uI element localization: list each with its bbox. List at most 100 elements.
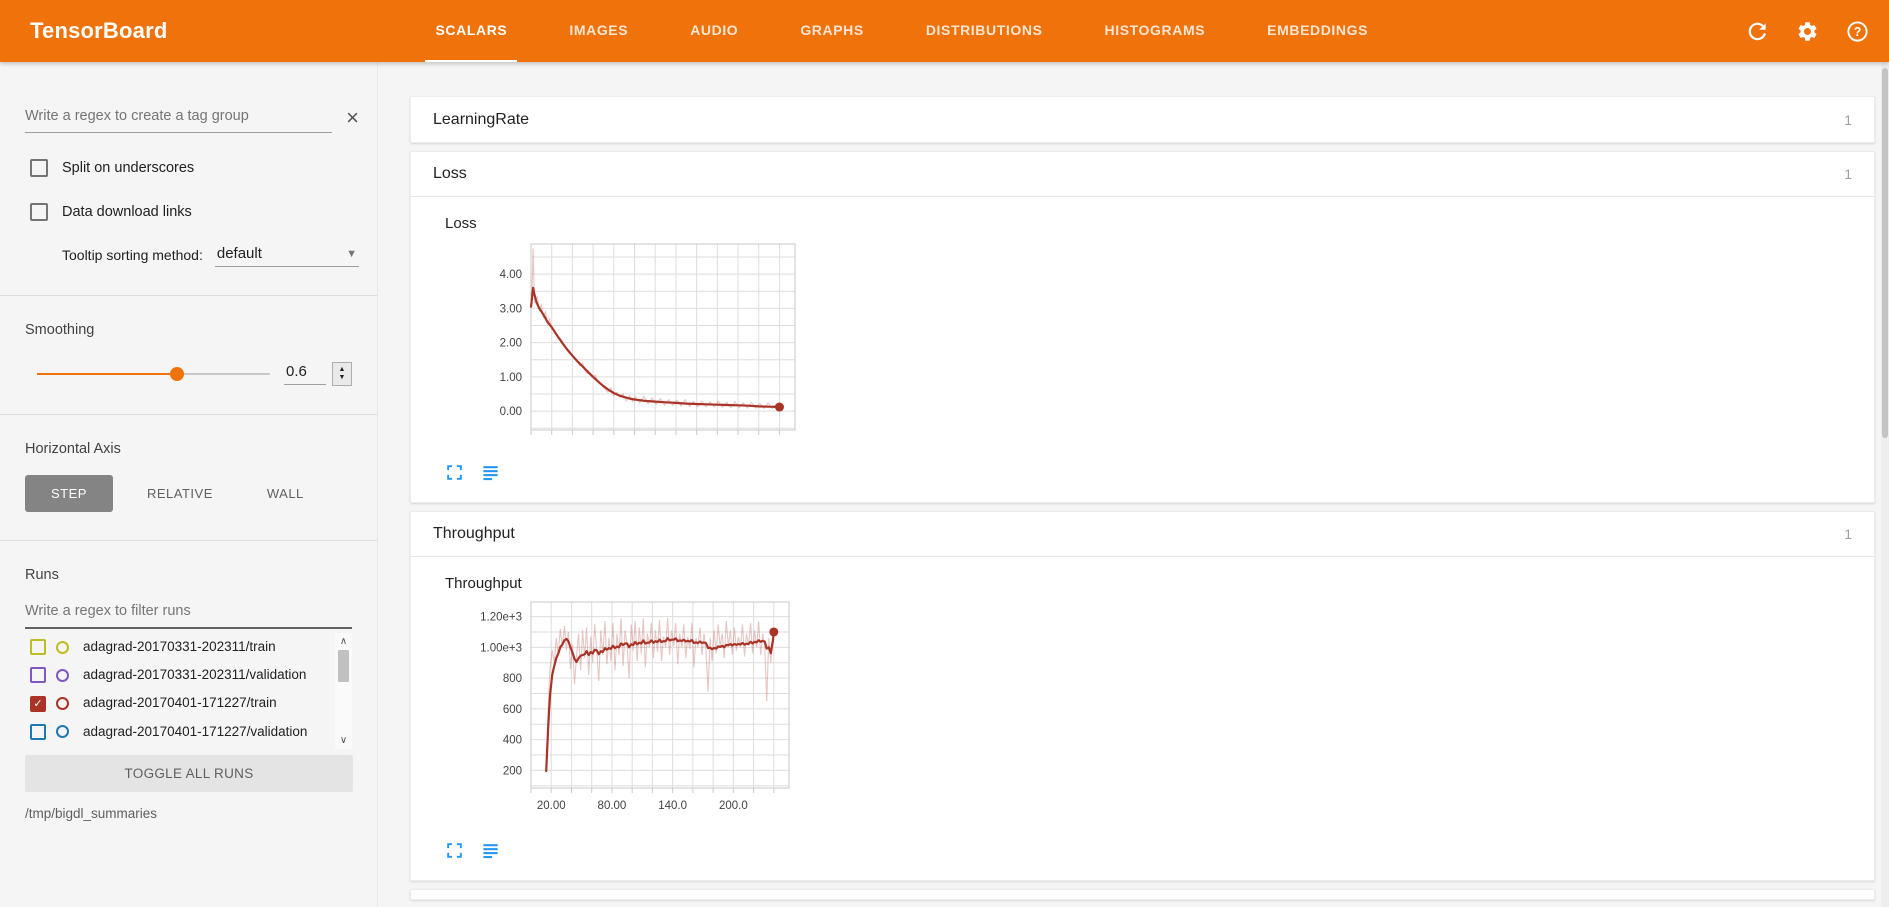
run-color-swatch[interactable] (56, 640, 69, 654)
scroll-down-icon[interactable]: ∨ (339, 735, 348, 746)
run-color-swatch[interactable] (56, 668, 69, 682)
logdir-path: /tmp/bigdl_summaries (25, 806, 158, 821)
scrollbar-thumb[interactable] (1882, 68, 1888, 438)
tab-embeddings[interactable]: EMBEDDINGS (1267, 22, 1369, 38)
svg-text:4.00: 4.00 (500, 269, 522, 281)
subject-icon[interactable] (481, 841, 500, 860)
smoothing-value[interactable]: 0.6 (284, 363, 326, 385)
svg-text:0.00: 0.00 (500, 406, 522, 418)
runs-label: Runs (25, 567, 59, 583)
tab-audio[interactable]: AUDIO (690, 22, 739, 38)
chevron-down-icon: ▼ (346, 247, 357, 260)
run-label: adagrad-20170331-202311/train (83, 639, 276, 654)
slider-fill (37, 373, 177, 375)
section-header-learningrate[interactable]: LearningRate 1 (411, 97, 1874, 142)
tooltip-sort-label: Tooltip sorting method: (62, 247, 203, 263)
loss-chart[interactable]: 0.00 1.00 2.00 3.00 4.00 (445, 236, 817, 444)
refresh-icon[interactable] (1746, 20, 1769, 43)
tab-distributions[interactable]: DISTRIBUTIONS (925, 22, 1043, 38)
axis-step-button[interactable]: STEP (25, 475, 113, 512)
run-checkbox-checked[interactable]: ✓ (30, 695, 46, 712)
sidebar: × Split on underscores Data download lin… (0, 62, 378, 907)
tab-scalars[interactable]: SCALARS (425, 0, 518, 62)
checkbox-label: Data download links (62, 204, 192, 220)
section-header-throughput[interactable]: Throughput 1 (411, 512, 1874, 557)
section-header-loss[interactable]: Loss 1 (411, 152, 1874, 197)
checkbox-label: Split on underscores (62, 160, 195, 176)
smoothing-slider[interactable] (37, 367, 270, 381)
run-row[interactable]: adagrad-20170331-202311/validation (25, 661, 335, 689)
section-count: 1 (1844, 111, 1852, 128)
run-checkbox[interactable] (30, 639, 46, 656)
slider-thumb[interactable] (169, 367, 184, 381)
checkbox-icon[interactable] (30, 159, 48, 177)
checkbox-icon[interactable] (30, 203, 48, 221)
run-color-swatch[interactable] (56, 725, 69, 739)
tooltip-sort-value: default (216, 245, 262, 262)
run-checkbox[interactable] (30, 723, 46, 740)
scrollbar-thumb[interactable] (338, 650, 349, 682)
tab-images[interactable]: IMAGES (569, 22, 629, 38)
section-count: 1 (1844, 166, 1852, 182)
axis-relative-button[interactable]: RELATIVE (146, 486, 213, 501)
runs-list: adagrad-20170331-202311/train adagrad-201… (25, 633, 335, 749)
tag-group-regex-input[interactable] (25, 102, 333, 133)
svg-text:600: 600 (503, 704, 522, 716)
scroll-up-icon[interactable]: ∧ (339, 636, 348, 647)
section-learningrate: LearningRate 1 (410, 96, 1875, 143)
run-color-swatch[interactable] (56, 697, 69, 711)
smoothing-label: Smoothing (25, 322, 95, 338)
fullscreen-icon[interactable] (445, 463, 464, 482)
svg-text:3.00: 3.00 (500, 303, 522, 315)
step-down-icon[interactable]: ▼ (338, 374, 346, 381)
run-checkbox[interactable] (30, 667, 46, 684)
svg-text:1.20e+3: 1.20e+3 (480, 612, 522, 624)
run-row[interactable]: ✓ adagrad-20170401-171227/train (25, 689, 335, 717)
tab-histograms[interactable]: HISTOGRAMS (1104, 22, 1206, 38)
tooltip-sort-select[interactable]: default ▼ (214, 243, 359, 267)
runs-scrollbar[interactable]: ∧ ∨ (335, 633, 352, 749)
split-underscores-checkbox[interactable]: Split on underscores (30, 159, 377, 177)
fullscreen-icon[interactable] (445, 841, 464, 860)
divider (0, 540, 377, 541)
svg-text:200.0: 200.0 (719, 800, 748, 812)
run-row[interactable]: adagrad-20170331-202311/train (25, 633, 335, 661)
axis-wall-button[interactable]: WALL (266, 486, 304, 501)
close-icon[interactable]: × (346, 105, 359, 130)
run-label: adagrad-20170401-171227/train (83, 695, 277, 711)
svg-text:400: 400 (503, 735, 522, 747)
svg-text:?: ? (1854, 24, 1862, 38)
chart-title-throughput: Throughput (445, 575, 522, 592)
runs-regex-input[interactable] (25, 597, 352, 629)
section-title: Loss (433, 165, 467, 182)
toggle-all-runs-button[interactable]: TOGGLE ALL RUNS (25, 755, 353, 792)
section-loss: Loss 1 Loss 0.00 1.00 2.00 3.00 4.00 (410, 151, 1875, 503)
throughput-chart[interactable]: 200 400 600 800 1.00e+3 1.20e+3 20.00 80.00 140.… (445, 596, 817, 822)
svg-text:140.0: 140.0 (658, 800, 687, 812)
divider (0, 414, 377, 415)
svg-text:200: 200 (503, 765, 522, 777)
section-next-partial (410, 889, 1875, 900)
section-title: Throughput (433, 525, 515, 542)
section-throughput: Throughput 1 Throughput 200 400 600 800 1.00… (410, 511, 1875, 881)
section-count: 1 (1844, 526, 1852, 542)
run-row[interactable]: adagrad-20170401-171227/validation (25, 718, 335, 746)
settings-icon[interactable] (1796, 20, 1819, 43)
divider (0, 295, 377, 296)
help-icon[interactable]: ? (1846, 20, 1869, 43)
app-header: TensorBoard SCALARS IMAGES AUDIO GRAPHS DIST… (0, 0, 1889, 62)
data-download-checkbox[interactable]: Data download links (30, 203, 377, 221)
nav-tabs: SCALARS IMAGES AUDIO GRAPHS DISTRIBUTIONS HIS… (425, 0, 1420, 62)
horizontal-axis-label: Horizontal Axis (25, 441, 121, 457)
step-up-icon[interactable]: ▲ (338, 366, 346, 373)
run-label: adagrad-20170331-202311/validation (83, 667, 307, 683)
svg-text:80.00: 80.00 (598, 800, 627, 812)
section-title: LearningRate (433, 110, 530, 128)
main-content: LearningRate 1 Loss 1 Loss 0.00 1.00 2.00 3… (379, 62, 1889, 907)
smoothing-stepper[interactable]: ▲ ▼ (332, 362, 352, 386)
svg-text:1.00: 1.00 (500, 372, 522, 384)
page-scrollbar[interactable] (1881, 62, 1889, 907)
tab-graphs[interactable]: GRAPHS (800, 22, 864, 38)
subject-icon[interactable] (481, 463, 500, 482)
svg-text:2.00: 2.00 (500, 338, 522, 350)
